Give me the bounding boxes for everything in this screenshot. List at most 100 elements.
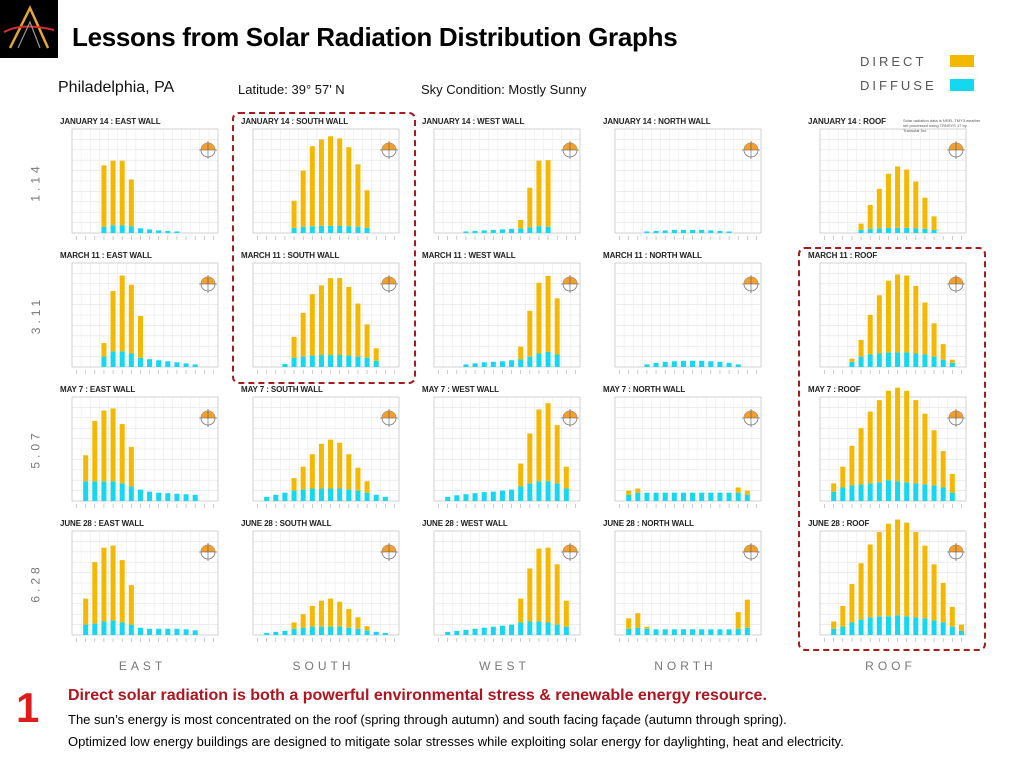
chart-svg [71, 396, 219, 508]
bar-direct [735, 612, 741, 629]
bar-direct [940, 344, 946, 360]
chart-panel: JANUARY 14 : EAST WALL [58, 117, 226, 249]
bar-diffuse [545, 351, 551, 367]
bar-diffuse [472, 363, 478, 367]
bar-direct [291, 336, 297, 358]
bar-diffuse [708, 230, 714, 233]
chart-svg [252, 262, 400, 374]
bar-diffuse [183, 629, 189, 635]
bar-direct [895, 387, 901, 482]
sun-compass-icon [380, 409, 398, 427]
bar-diffuse [913, 353, 919, 367]
plot-frame [819, 530, 967, 636]
bar-diffuse [490, 626, 496, 635]
bar-diffuse [735, 364, 741, 367]
bar-direct [885, 280, 891, 353]
plot-frame [819, 128, 967, 234]
bar-diffuse [904, 227, 910, 233]
chart-title: MAY 7 : WEST WALL [422, 385, 499, 394]
bar-diffuse [355, 356, 361, 367]
bar-direct [913, 285, 919, 354]
bar-diffuse [876, 228, 882, 233]
bar-direct [904, 275, 910, 353]
bar-direct [858, 563, 864, 620]
bar-diffuse [147, 229, 153, 233]
bar-direct [119, 275, 125, 352]
bar-diffuse [165, 230, 171, 233]
bar-diffuse [680, 360, 686, 367]
plot-frame [433, 530, 581, 636]
bar-diffuse [291, 628, 297, 635]
bar-diffuse [328, 225, 334, 233]
bar-diffuse [922, 354, 928, 367]
bar-diffuse [273, 631, 279, 635]
bar-diffuse [373, 494, 379, 501]
bar-diffuse [680, 229, 686, 233]
bar-diffuse [83, 624, 89, 635]
bar-direct [545, 160, 551, 227]
bar-direct [518, 346, 524, 360]
bar-diffuse [922, 618, 928, 635]
bar-diffuse [840, 626, 846, 635]
bar-diffuse [913, 617, 919, 635]
bar-diffuse [840, 487, 846, 501]
sun-compass-icon [561, 409, 579, 427]
bar-diffuse [849, 485, 855, 501]
bar-direct [885, 390, 891, 481]
bar-diffuse [717, 230, 723, 233]
bar-diffuse [527, 356, 533, 367]
lesson-number: 1 [16, 684, 40, 731]
bar-direct [913, 400, 919, 484]
chart-panel: MAY 7 : EAST WALL [58, 385, 226, 517]
row-label-text: 1.14 [29, 162, 44, 202]
bar-diffuse [110, 620, 116, 635]
chart-svg [433, 262, 581, 374]
bar-diffuse [554, 354, 560, 367]
bar-diffuse [174, 231, 180, 233]
bar-diffuse [885, 352, 891, 367]
bar-direct [563, 600, 569, 627]
plot-frame [252, 396, 400, 502]
sun-compass-icon [947, 409, 965, 427]
chart-panel: JUNE 28 : EAST WALL [58, 519, 226, 651]
sun-compass-icon [742, 543, 760, 561]
page-title: Lessons from Solar Radiation Distributio… [72, 22, 678, 52]
plot-frame [252, 128, 400, 234]
bar-direct [291, 478, 297, 491]
bar-direct [849, 358, 855, 362]
bar-diffuse [509, 624, 515, 635]
sun-compass-icon [742, 275, 760, 293]
bar-diffuse [653, 629, 659, 635]
bar-direct [518, 463, 524, 487]
sun-compass-icon [561, 275, 579, 293]
bar-direct [635, 488, 641, 493]
bar-diffuse [382, 496, 388, 501]
bar-direct [346, 454, 352, 490]
chart-svg [71, 128, 219, 240]
bar-diffuse [644, 628, 650, 635]
bar-direct [518, 598, 524, 623]
bar-direct [328, 598, 334, 627]
chart-panel: JANUARY 14 : ROOF [806, 117, 974, 249]
chart-svg [433, 396, 581, 508]
bar-direct [931, 216, 937, 230]
bar-direct [128, 585, 134, 625]
bar-diffuse [373, 631, 379, 635]
bar-direct [913, 181, 919, 229]
bar-diffuse [509, 360, 515, 367]
lesson-headline: Direct solar radiation is both a powerfu… [68, 687, 767, 704]
bar-direct [554, 564, 560, 625]
chart-title: MAY 7 : ROOF [808, 385, 861, 394]
bar-diffuse [726, 231, 732, 233]
bar-direct [110, 160, 116, 226]
bar-diffuse [300, 489, 306, 501]
bar-diffuse [653, 492, 659, 501]
bar-direct [101, 165, 107, 227]
bar-diffuse [156, 230, 162, 233]
bar-diffuse [671, 361, 677, 367]
bar-diffuse [174, 493, 180, 501]
bar-diffuse [726, 492, 732, 501]
bar-diffuse [958, 630, 964, 635]
bar-diffuse [328, 626, 334, 635]
bar-direct [318, 285, 324, 356]
